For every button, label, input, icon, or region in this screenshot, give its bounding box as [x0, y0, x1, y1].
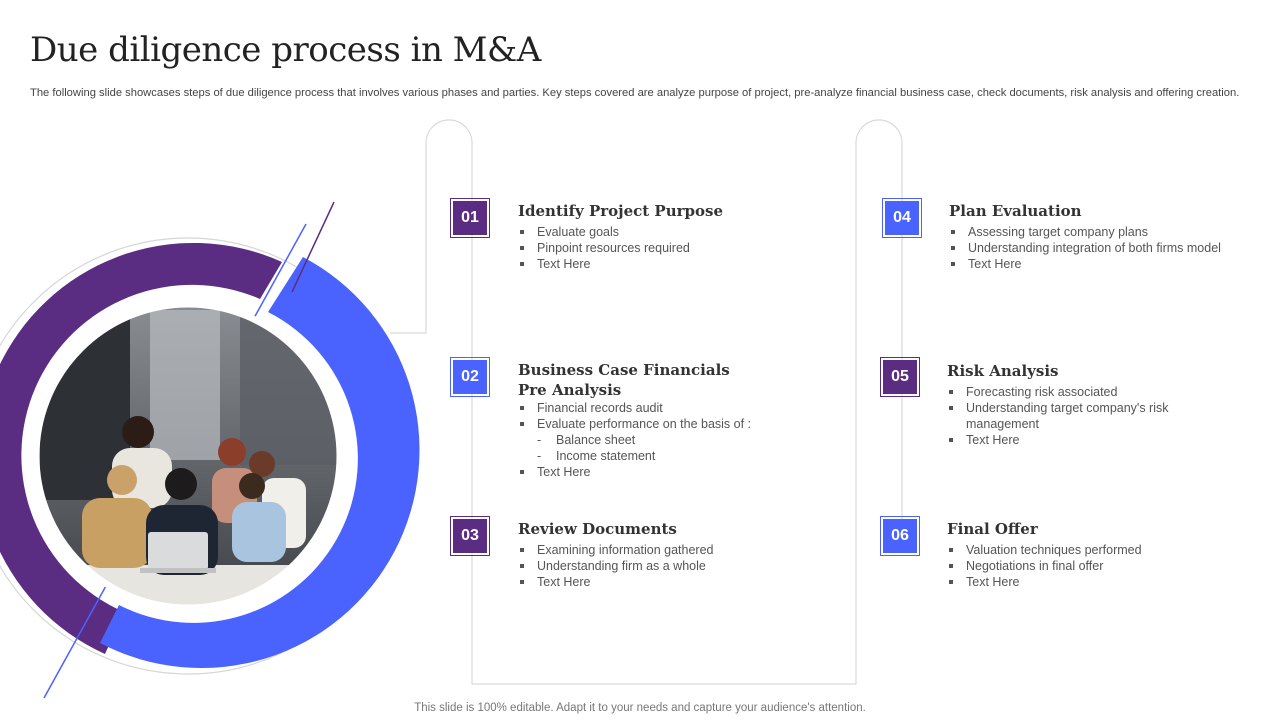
step-01-badge: 01 — [450, 198, 490, 238]
page-subtitle: The following slide showcases steps of d… — [30, 87, 1240, 99]
step-title-line2: Pre Analysis — [518, 381, 622, 399]
list-item: Examining information gathered — [518, 542, 838, 558]
list-subitem: - Balance sheet — [537, 433, 636, 447]
list-item: Financial records audit — [518, 400, 838, 416]
list-item: Text Here — [518, 256, 838, 272]
list-item: Text Here — [518, 464, 838, 480]
list-item: Text Here — [518, 574, 838, 590]
list-item: Text Here — [947, 574, 1257, 590]
step-01-content: Identify Project Purpose Evaluate goals … — [518, 201, 838, 272]
list-item: Forecasting risk associated — [947, 384, 1197, 400]
step-title: Risk Analysis — [947, 362, 1059, 380]
blue-ring-segment — [100, 257, 420, 669]
step-title: Review Documents — [518, 520, 677, 538]
list-item: Evaluate performance on the basis of : — [518, 416, 838, 432]
list-item: Negotiations in final offer — [947, 558, 1257, 574]
step-number: 03 — [453, 519, 487, 553]
step-title: Final Offer — [947, 520, 1038, 538]
step-number: 05 — [883, 360, 917, 394]
step-03-content: Review Documents Examining information g… — [518, 519, 838, 590]
step-06-content: Final Offer Valuation techniques perform… — [947, 519, 1257, 590]
step-title: Identify Project Purpose — [518, 202, 723, 220]
purple-ring-segment — [0, 243, 282, 654]
list-item: Text Here — [949, 256, 1259, 272]
step-title: Business Case Financials Pre Analysis — [518, 360, 838, 400]
list-item: Understanding target company's risk mana… — [947, 400, 1197, 432]
footer-note: This slide is 100% editable. Adapt it to… — [414, 702, 866, 714]
step-title-line1: Business Case Financials — [518, 361, 730, 379]
list-item: Valuation techniques performed — [947, 542, 1257, 558]
step-number: 02 — [453, 360, 487, 394]
page-title: Due diligence process in M&A — [30, 30, 541, 70]
step-06-badge: 06 — [880, 516, 920, 556]
list-item: Text Here — [947, 432, 1197, 448]
step-number: 04 — [885, 201, 919, 235]
step-02-badge: 02 — [450, 357, 490, 397]
list-item: Understanding firm as a whole — [518, 558, 838, 574]
list-item: Understanding integration of both firms … — [949, 240, 1259, 256]
list-item: Assessing target company plans — [949, 224, 1259, 240]
step-02-content: Business Case Financials Pre Analysis Fi… — [518, 360, 838, 480]
list-item: Pinpoint resources required — [518, 240, 838, 256]
step-number: 01 — [453, 201, 487, 235]
list-item: Evaluate goals — [518, 224, 838, 240]
step-05-content: Risk Analysis Forecasting risk associate… — [947, 361, 1197, 448]
accent-line-purple — [291, 201, 335, 293]
list-subitem: - Income statement — [537, 449, 656, 463]
step-04-badge: 04 — [882, 198, 922, 238]
process-track — [390, 119, 903, 685]
step-04-content: Plan Evaluation Assessing target company… — [949, 201, 1259, 272]
step-title: Plan Evaluation — [949, 202, 1082, 220]
step-03-badge: 03 — [450, 516, 490, 556]
step-number: 06 — [883, 519, 917, 553]
step-05-badge: 05 — [880, 357, 920, 397]
